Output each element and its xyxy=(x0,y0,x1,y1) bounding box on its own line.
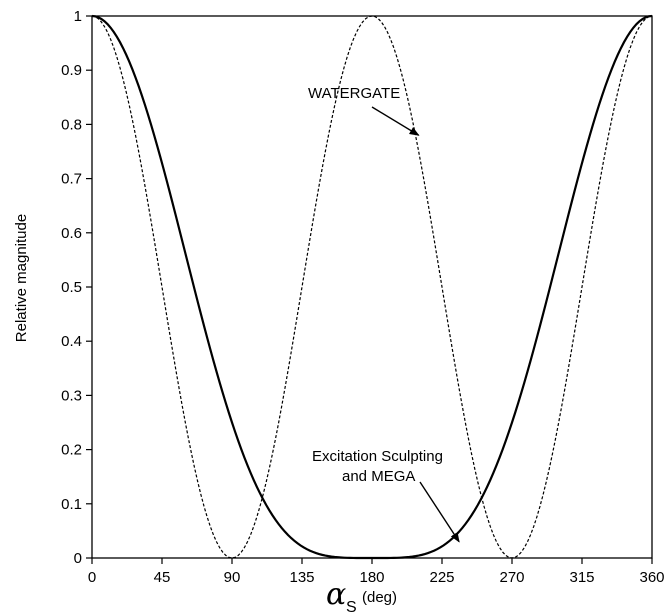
annotation-excitation-line2: and MEGA xyxy=(342,468,415,485)
series-line-excitation-sculpting-mega xyxy=(91,14,653,560)
x-tick-label: 90 xyxy=(224,569,241,586)
y-tick-label: 1 xyxy=(74,8,82,25)
x-axis-subscript: S xyxy=(346,599,357,616)
annotation-arrow-excitation xyxy=(419,481,460,543)
x-tick-label: 180 xyxy=(359,569,384,586)
x-tick-label: 360 xyxy=(639,569,664,586)
y-tick-label: 0.7 xyxy=(61,171,82,188)
series-line-watergate xyxy=(91,15,653,559)
x-axis-unit: (deg) xyxy=(362,589,397,606)
y-tick-label: 0.5 xyxy=(61,279,82,296)
y-tick-label: 0.6 xyxy=(61,225,82,242)
y-tick-label: 0.3 xyxy=(61,387,82,404)
x-tick-label: 0 xyxy=(88,569,96,586)
y-axis-title: Relative magnitude xyxy=(13,214,30,342)
annotation-excitation-line1: Excitation Sculpting xyxy=(312,448,443,465)
x-axis-symbol: α xyxy=(326,577,346,612)
annotation-watergate: WATERGATE xyxy=(308,85,400,102)
x-tick-label: 225 xyxy=(429,569,454,586)
x-tick-label: 315 xyxy=(569,569,594,586)
y-tick-label: 0.2 xyxy=(61,442,82,459)
x-axis-title: α S (deg) xyxy=(326,577,397,616)
y-tick-label: 0.8 xyxy=(61,116,82,133)
x-tick-label: 270 xyxy=(499,569,524,586)
y-tick-label: 0.4 xyxy=(61,333,82,350)
plot-area: 0 0.1 0.2 0.3 0.4 0.5 0.6 0.7 0.8 0.9 1 0 45 90 135 180… xyxy=(61,8,664,586)
x-tick-label: 45 xyxy=(154,569,171,586)
y-tick-label: 0.9 xyxy=(61,62,82,79)
y-tick-label: 0 xyxy=(74,550,82,567)
annotation-arrow-watergate xyxy=(371,106,420,136)
y-tick-label: 0.1 xyxy=(61,496,82,513)
x-tick-label: 135 xyxy=(289,569,314,586)
